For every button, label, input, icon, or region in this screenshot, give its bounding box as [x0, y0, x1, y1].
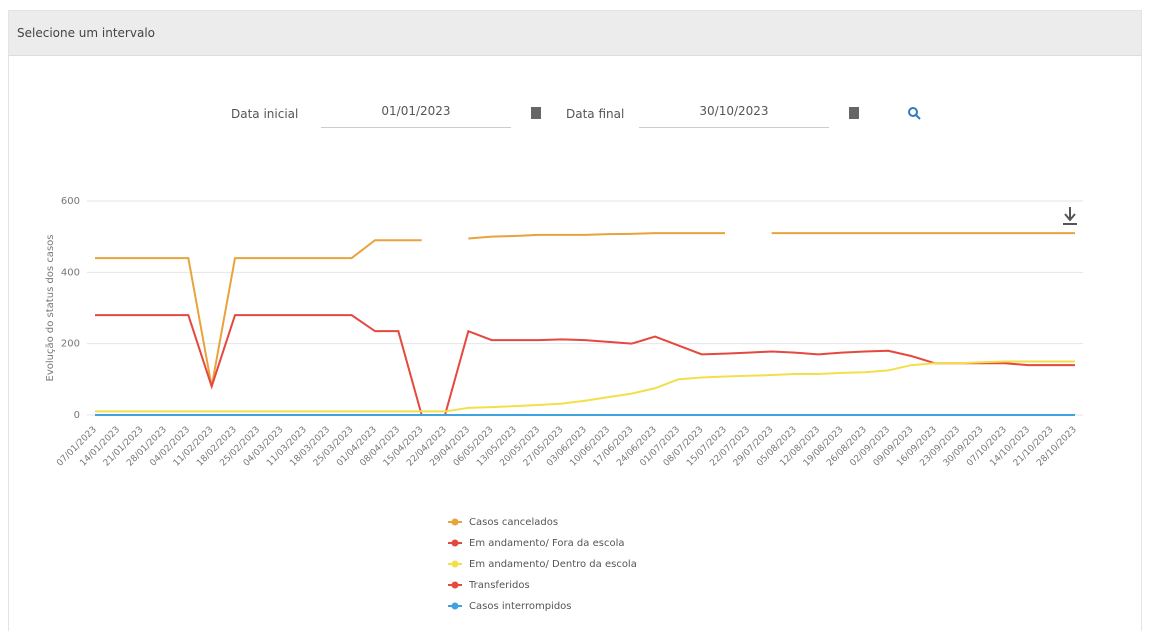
y-tick-label: 400: [61, 267, 80, 278]
y-axis-title: Evolução do status dos casos: [45, 235, 56, 382]
calendar-icon[interactable]: [531, 107, 541, 119]
end-label: Data final: [566, 107, 625, 121]
start-label: Data inicial: [231, 107, 299, 121]
end-date-input[interactable]: 30/10/2023: [639, 99, 829, 128]
legend-label: Transferidos: [468, 580, 530, 591]
y-tick-label: 200: [61, 339, 80, 350]
download-icon[interactable]: [1063, 207, 1077, 225]
panel-header: Selecione um intervalo: [9, 11, 1141, 56]
series-line: [95, 232, 1075, 387]
legend-label: Em andamento/ Dentro da escola: [469, 559, 637, 570]
series-line: [95, 314, 1075, 416]
calendar-icon[interactable]: [849, 107, 859, 119]
y-tick-label: 0: [74, 410, 80, 421]
search-icon[interactable]: [907, 106, 921, 120]
series-line: [95, 360, 1075, 413]
legend-label: Em andamento/ Fora da escola: [469, 538, 624, 549]
legend-marker: [451, 602, 459, 610]
panel: Selecione um intervalo Data inicial 01/0…: [8, 10, 1142, 631]
legend-marker: [451, 518, 459, 526]
legend-label: Casos cancelados: [469, 517, 558, 528]
legend-marker: [451, 581, 459, 589]
legend-marker: [451, 560, 459, 568]
legend-label: Casos interrompidos: [469, 601, 572, 612]
y-tick-label: 600: [61, 196, 80, 207]
start-date-input[interactable]: 01/01/2023: [321, 99, 511, 128]
legend-marker: [451, 539, 459, 547]
